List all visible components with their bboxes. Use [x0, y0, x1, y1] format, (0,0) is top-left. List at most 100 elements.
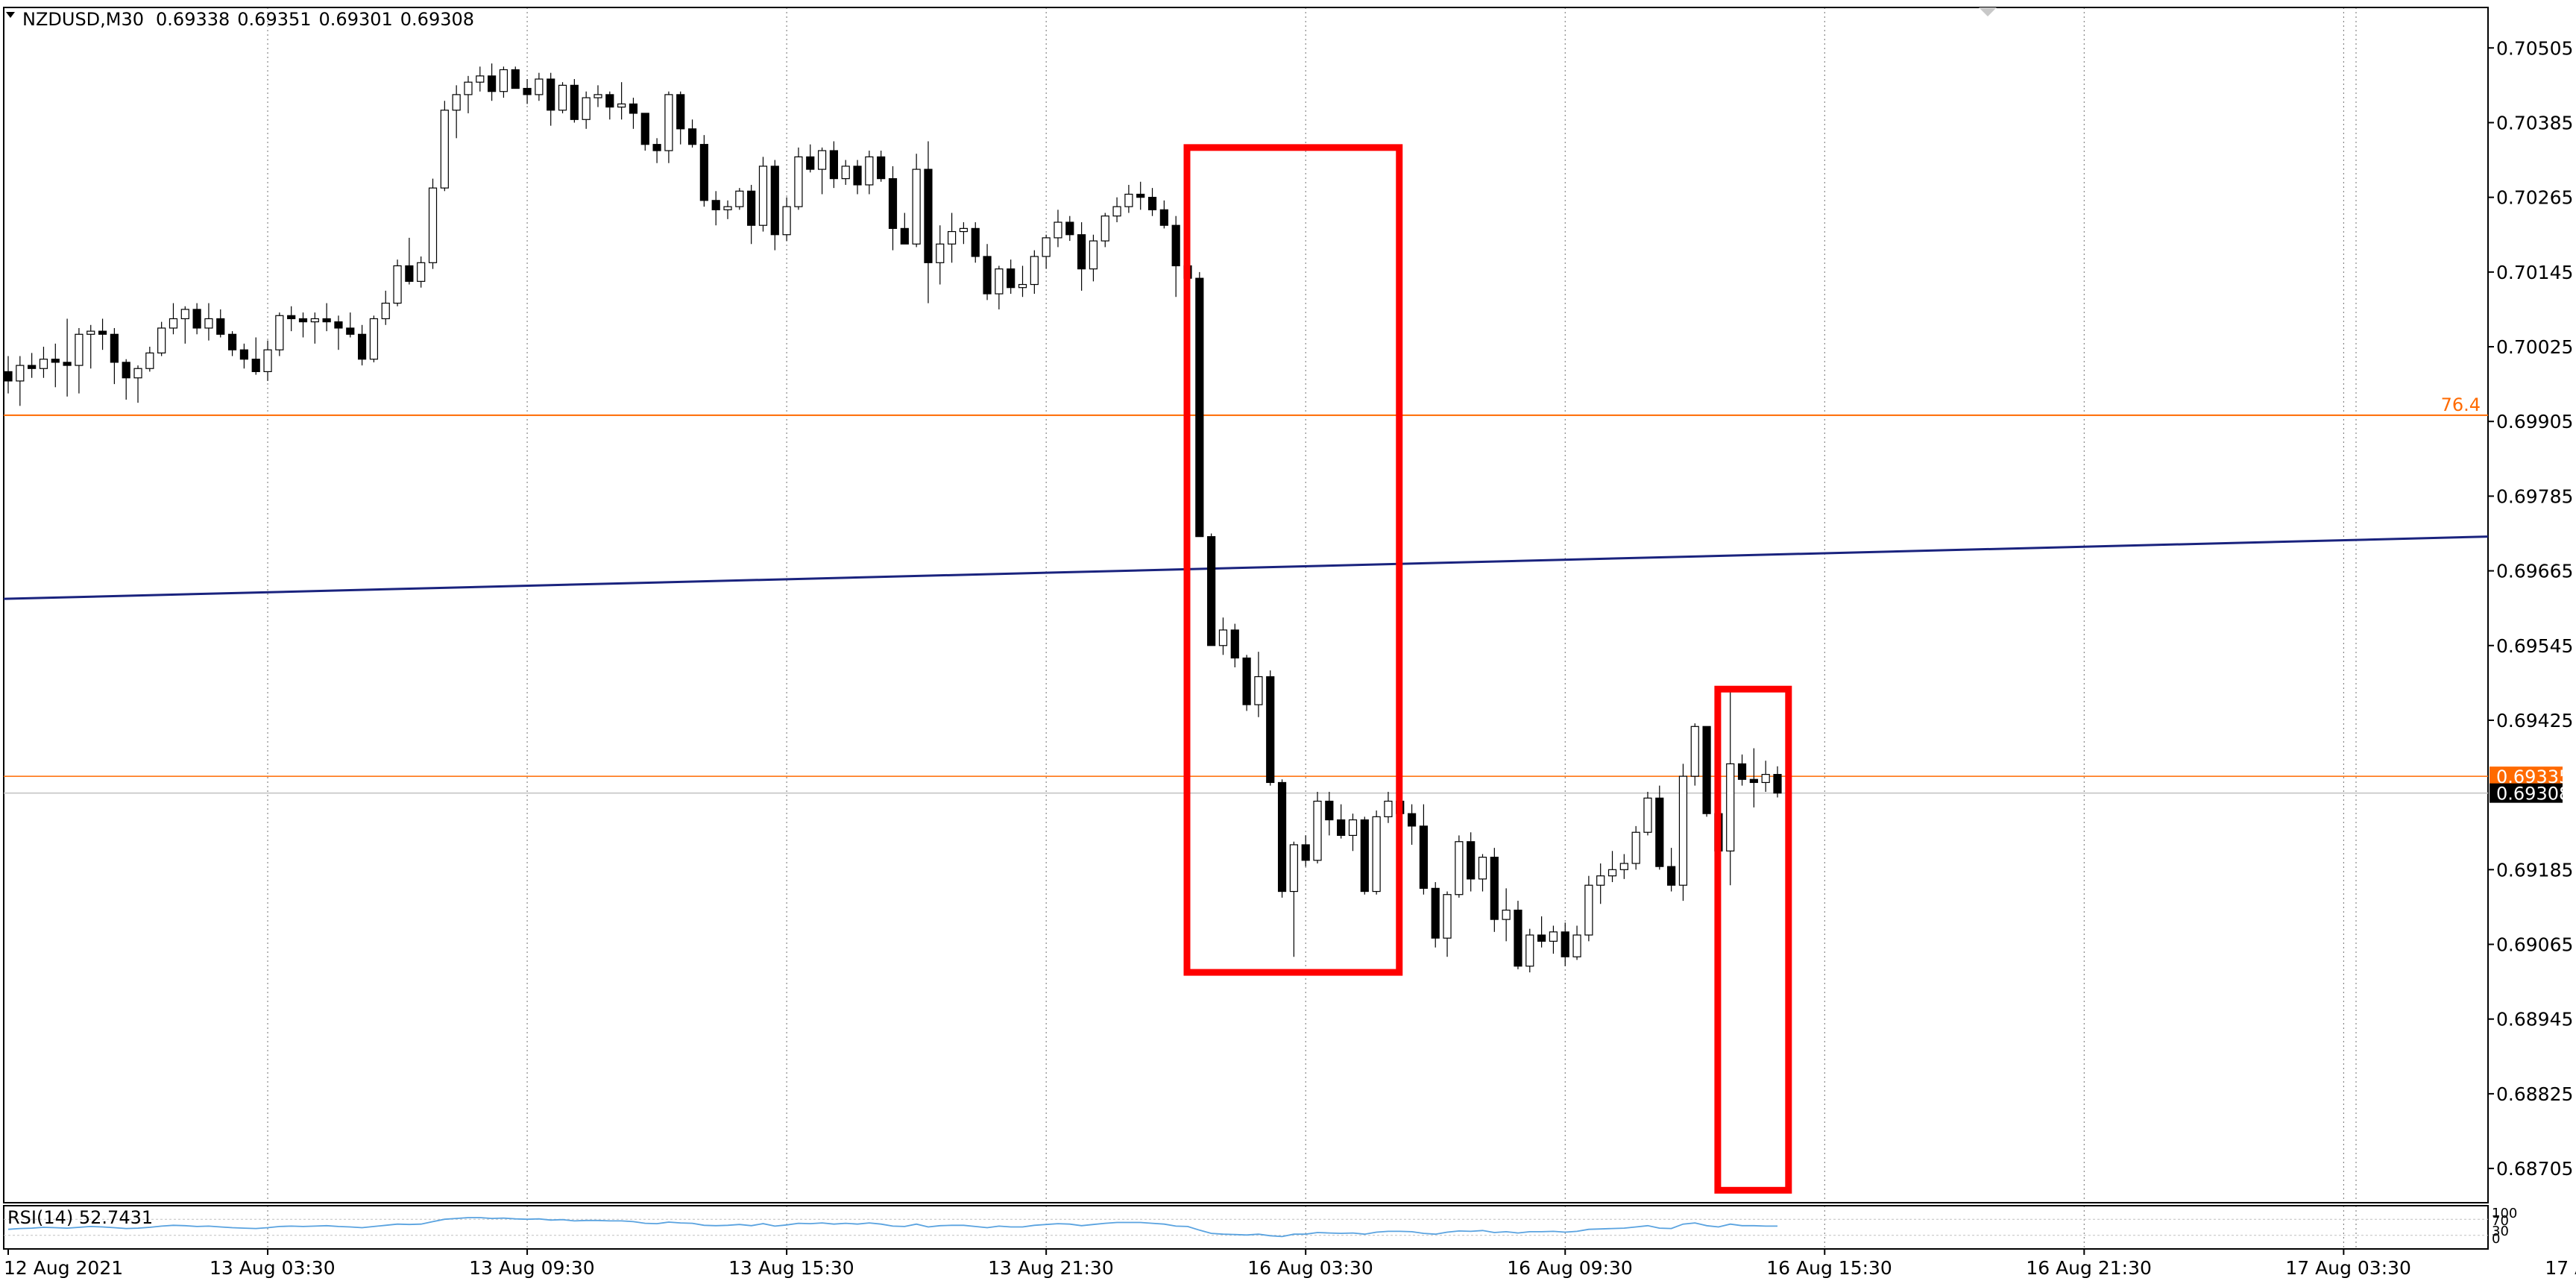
candle — [1443, 891, 1452, 957]
candle-body-bear — [1136, 193, 1145, 198]
candle — [511, 66, 520, 89]
candle-body-bear — [829, 150, 839, 180]
candle — [1065, 215, 1074, 242]
candle-body-bear — [1655, 797, 1664, 867]
y-tick-label: 0.69185 — [2496, 859, 2573, 881]
candle — [1467, 832, 1476, 892]
candle — [16, 356, 25, 406]
candle-body-bear — [1195, 277, 1204, 538]
candle — [28, 353, 37, 378]
time-axis[interactable]: 12 Aug 2021 13 Aug 03:30 13 Aug 09:30 13 Au… — [4, 1249, 2576, 1279]
candle — [617, 82, 626, 120]
candle-body-bear — [287, 315, 296, 320]
y-tick-label: 0.69425 — [2496, 710, 2573, 731]
candle-body-bear — [63, 362, 72, 366]
rsi-tick-label: 30 — [2492, 1224, 2509, 1239]
highlight-rectangle[interactable] — [1714, 685, 1792, 1194]
candle-body-bear — [1230, 629, 1239, 659]
candle-body-bear — [511, 69, 520, 89]
candle-body-bull — [169, 318, 178, 329]
candle — [1218, 617, 1228, 655]
candle-body-bull — [1112, 206, 1121, 217]
candle-body-bull — [1218, 629, 1228, 646]
candle — [1159, 200, 1168, 229]
chart-shift-marker-icon[interactable] — [1979, 7, 1997, 16]
x-tick-label: 12 Aug 2021 — [4, 1257, 123, 1279]
x-tick-label: 16 Aug 03:30 — [1247, 1257, 1373, 1279]
highlight-rectangle[interactable] — [1183, 144, 1403, 976]
chart-menu-triangle-icon[interactable] — [6, 12, 15, 18]
candle-body-bear — [488, 75, 497, 92]
candle — [133, 365, 142, 403]
candle — [1607, 851, 1617, 883]
candle-body-bear — [1207, 536, 1216, 646]
candle-body-bull — [133, 368, 142, 379]
candle-body-bull — [157, 327, 166, 353]
candle — [1147, 188, 1157, 216]
candle — [204, 303, 213, 341]
candle-body-bull — [1124, 193, 1133, 207]
candle — [535, 72, 544, 101]
candle — [239, 343, 248, 369]
candle — [1455, 835, 1464, 898]
candle — [1054, 210, 1062, 248]
candle-body-bear — [358, 333, 367, 360]
candle — [1690, 723, 1699, 786]
candle — [4, 356, 13, 394]
x-tick-label: 13 Aug 15:30 — [728, 1257, 854, 1279]
candle-body-bull — [936, 243, 945, 263]
candle-body-bull — [86, 330, 95, 335]
candle-body-bear — [711, 200, 720, 210]
highlight-boxes[interactable] — [1183, 144, 1792, 1194]
candle-body-bear — [1537, 934, 1546, 942]
candle-body-bear — [1773, 773, 1782, 794]
candle-body-bull — [275, 315, 284, 350]
price-axis[interactable]: 0.70505 0.70385 0.70265 0.70145 0.70025 0.699… — [2488, 37, 2573, 1180]
candle-body-bull — [735, 190, 744, 207]
candle — [605, 91, 614, 120]
candle — [1100, 213, 1109, 248]
candle-body-bull — [535, 78, 544, 95]
candle-body-bear — [1337, 819, 1346, 837]
y-tick-label: 0.70025 — [2496, 336, 2573, 358]
candle — [488, 63, 497, 101]
candle — [1136, 181, 1145, 210]
ohlc-high: 0.69351 — [237, 9, 311, 30]
candle-body-bear — [983, 256, 992, 295]
candle — [570, 79, 579, 123]
candle — [971, 222, 980, 263]
candle-body-bear — [1007, 268, 1015, 289]
candle-body-bull — [1384, 800, 1393, 817]
candle — [1230, 623, 1239, 667]
candle-body-bear — [51, 359, 60, 363]
candle — [452, 85, 461, 139]
candle-body-bull — [617, 103, 626, 108]
candle-body-bear — [1171, 224, 1180, 267]
candle — [523, 79, 532, 104]
candle — [287, 306, 296, 332]
ohlc-close: 0.69308 — [400, 9, 474, 30]
trendline[interactable] — [3, 535, 2489, 600]
candle — [476, 66, 485, 92]
candle — [1419, 804, 1429, 895]
candle — [180, 306, 189, 344]
candle-body-bear — [924, 169, 933, 263]
candle-body-bear — [652, 144, 661, 151]
candle — [1112, 197, 1121, 223]
trendline-segment[interactable] — [3, 535, 2489, 600]
candle-body-bear — [1242, 657, 1251, 705]
y-tick-label: 0.70505 — [2496, 37, 2573, 59]
candle-body-bull — [582, 97, 591, 120]
candle-body-bear — [239, 349, 248, 360]
candle-body-bull — [1726, 763, 1735, 852]
candle — [924, 141, 933, 303]
candle — [817, 147, 827, 195]
candle-body-bear — [1159, 209, 1168, 226]
candle — [499, 66, 508, 98]
candle-body-bear — [322, 318, 331, 323]
candle — [39, 347, 48, 378]
candle-body-bear — [1360, 819, 1369, 893]
candle — [51, 343, 60, 388]
candle-body-bear — [1147, 197, 1157, 210]
